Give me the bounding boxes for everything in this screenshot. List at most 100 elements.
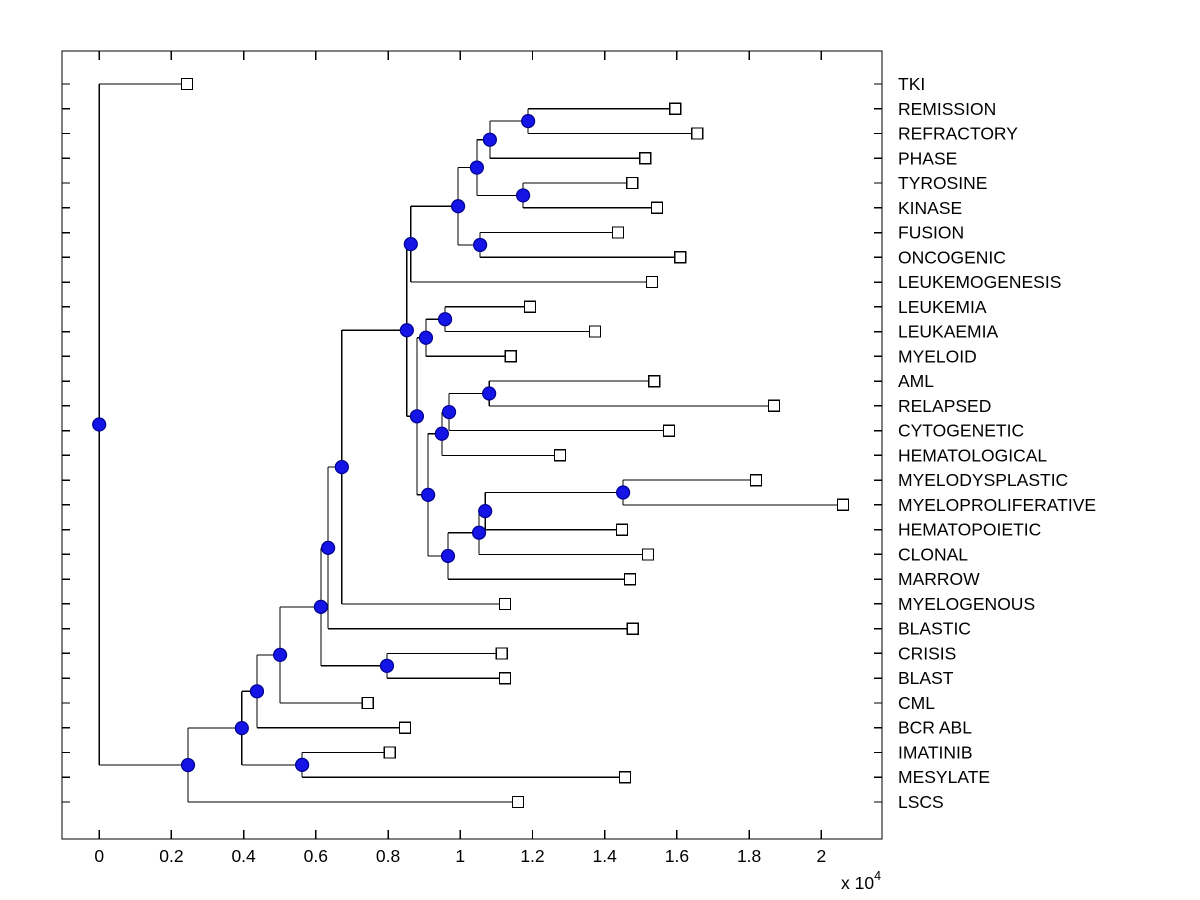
leaf-marker bbox=[638, 152, 652, 165]
leaf-labels: TKI REMISSION REFRACTORY PHASE TYROSINE KINAS… bbox=[898, 74, 1096, 812]
leaf-marker bbox=[361, 696, 374, 710]
leaf-label: TKI bbox=[898, 74, 925, 94]
internal-node-marker bbox=[440, 548, 456, 564]
leaf-marker bbox=[618, 771, 632, 784]
leaf-marker bbox=[511, 795, 525, 809]
leaf-marker bbox=[836, 498, 850, 512]
leaf-label: CML bbox=[898, 693, 935, 713]
x-tick-label: 0.8 bbox=[376, 846, 400, 866]
leaf-label: MESYLATE bbox=[898, 767, 990, 787]
leaf-label: TYROSINE bbox=[898, 173, 987, 193]
leaf-label: HEMATOLOGICAL bbox=[898, 445, 1047, 465]
leaf-label: MYELOGENOUS bbox=[898, 594, 1035, 614]
internal-node-marker bbox=[379, 658, 395, 673]
leaf-marker bbox=[645, 275, 659, 289]
internal-node-marker bbox=[441, 404, 457, 420]
internal-node-marker bbox=[418, 330, 434, 345]
internal-node-marker bbox=[421, 487, 436, 502]
internal-node-marker bbox=[249, 684, 265, 699]
leaf-marker bbox=[615, 523, 629, 536]
leaf-marker bbox=[623, 573, 637, 586]
leaf-label: IMATINIB bbox=[898, 742, 973, 762]
x-tick-label: 2 bbox=[816, 846, 826, 866]
leaf-marker bbox=[588, 325, 602, 338]
tree-markers bbox=[92, 77, 850, 809]
x-tick-label: 1.8 bbox=[737, 846, 761, 866]
internal-node-marker bbox=[272, 647, 288, 663]
leaf-marker bbox=[523, 300, 537, 313]
internal-node-marker bbox=[180, 757, 196, 773]
internal-node-marker bbox=[450, 199, 466, 214]
leaf-label: LEUKAEMIA bbox=[898, 322, 998, 342]
leaf-label: FUSION bbox=[898, 223, 964, 243]
leaf-label: REFRACTORY bbox=[898, 124, 1018, 144]
leaf-marker bbox=[648, 374, 661, 388]
internal-node-marker bbox=[334, 459, 349, 475]
leaf-label: PHASE bbox=[898, 148, 957, 168]
leaf-marker bbox=[398, 721, 412, 734]
leaf-marker bbox=[690, 127, 704, 140]
leaf-label: BCR ABL bbox=[898, 718, 972, 738]
leaf-marker bbox=[626, 622, 640, 635]
leaf-marker bbox=[650, 201, 664, 214]
leaf-label: CLONAL bbox=[898, 544, 968, 564]
leaf-label: CRISIS bbox=[898, 643, 956, 663]
leaf-marker bbox=[668, 102, 682, 115]
leaf-marker bbox=[625, 176, 639, 190]
leaf-marker bbox=[767, 399, 781, 413]
x-tick-label: 1 bbox=[455, 846, 465, 866]
internal-node-marker bbox=[478, 503, 493, 519]
leaf-marker bbox=[495, 647, 508, 660]
internal-node-marker bbox=[313, 599, 328, 614]
internal-node-marker bbox=[295, 757, 310, 772]
leaf-marker bbox=[749, 473, 763, 487]
leaf-marker bbox=[611, 226, 625, 239]
internal-node-marker bbox=[469, 160, 484, 175]
internal-node-marker bbox=[473, 237, 488, 253]
leaf-label: KINASE bbox=[898, 198, 962, 218]
leaf-label: MYELOID bbox=[898, 346, 977, 366]
x-tick-label: 1.6 bbox=[665, 846, 689, 866]
x-tick-label: 0.6 bbox=[304, 846, 328, 866]
internal-node-marker bbox=[437, 312, 453, 327]
leaf-label: REMISSION bbox=[898, 99, 996, 119]
x-tick-label: 0.4 bbox=[231, 846, 256, 866]
internal-node-marker bbox=[482, 386, 497, 401]
leaf-label: CYTOGENETIC bbox=[898, 421, 1024, 441]
leaf-marker bbox=[674, 251, 687, 264]
axes: 0 0.2 0.4 0.6 0.8 1 1.2 1.4 1.6 1.8 2x 104 bbox=[61, 50, 883, 893]
leaf-marker bbox=[498, 672, 512, 685]
leaf-marker bbox=[662, 424, 676, 437]
internal-node-marker bbox=[399, 323, 414, 338]
internal-node-marker bbox=[403, 237, 418, 252]
internal-node-marker bbox=[234, 720, 249, 736]
internal-node-marker bbox=[482, 132, 497, 147]
leaf-label: LEUKEMIA bbox=[898, 297, 987, 317]
internal-node-marker bbox=[434, 426, 449, 441]
plot-box bbox=[61, 50, 883, 840]
internal-node-marker bbox=[616, 485, 631, 500]
leaf-marker bbox=[553, 449, 567, 462]
leaf-marker bbox=[504, 350, 517, 363]
leaf-marker bbox=[498, 597, 512, 611]
internal-node-marker bbox=[321, 540, 336, 555]
leaf-marker bbox=[383, 746, 397, 759]
leaf-label: RELAPSED bbox=[898, 396, 991, 416]
leaf-label: AML bbox=[898, 371, 934, 391]
leaf-label: ONCOGENIC bbox=[898, 247, 1006, 267]
x-tick-label: 1.2 bbox=[520, 846, 544, 866]
internal-node-marker bbox=[515, 188, 531, 203]
leaf-label: BLAST bbox=[898, 668, 954, 688]
leaf-label: MARROW bbox=[898, 569, 980, 589]
internal-node-marker bbox=[92, 417, 107, 432]
internal-node-marker bbox=[521, 114, 536, 129]
x-tick-label: 0.2 bbox=[159, 846, 183, 866]
leaf-label: LEUKEMOGENESIS bbox=[898, 272, 1061, 292]
leaf-label: HEMATOPOIETIC bbox=[898, 520, 1041, 540]
internal-node-marker bbox=[471, 525, 487, 540]
internal-node-marker bbox=[409, 409, 425, 424]
leaf-label: LSCS bbox=[898, 792, 944, 812]
